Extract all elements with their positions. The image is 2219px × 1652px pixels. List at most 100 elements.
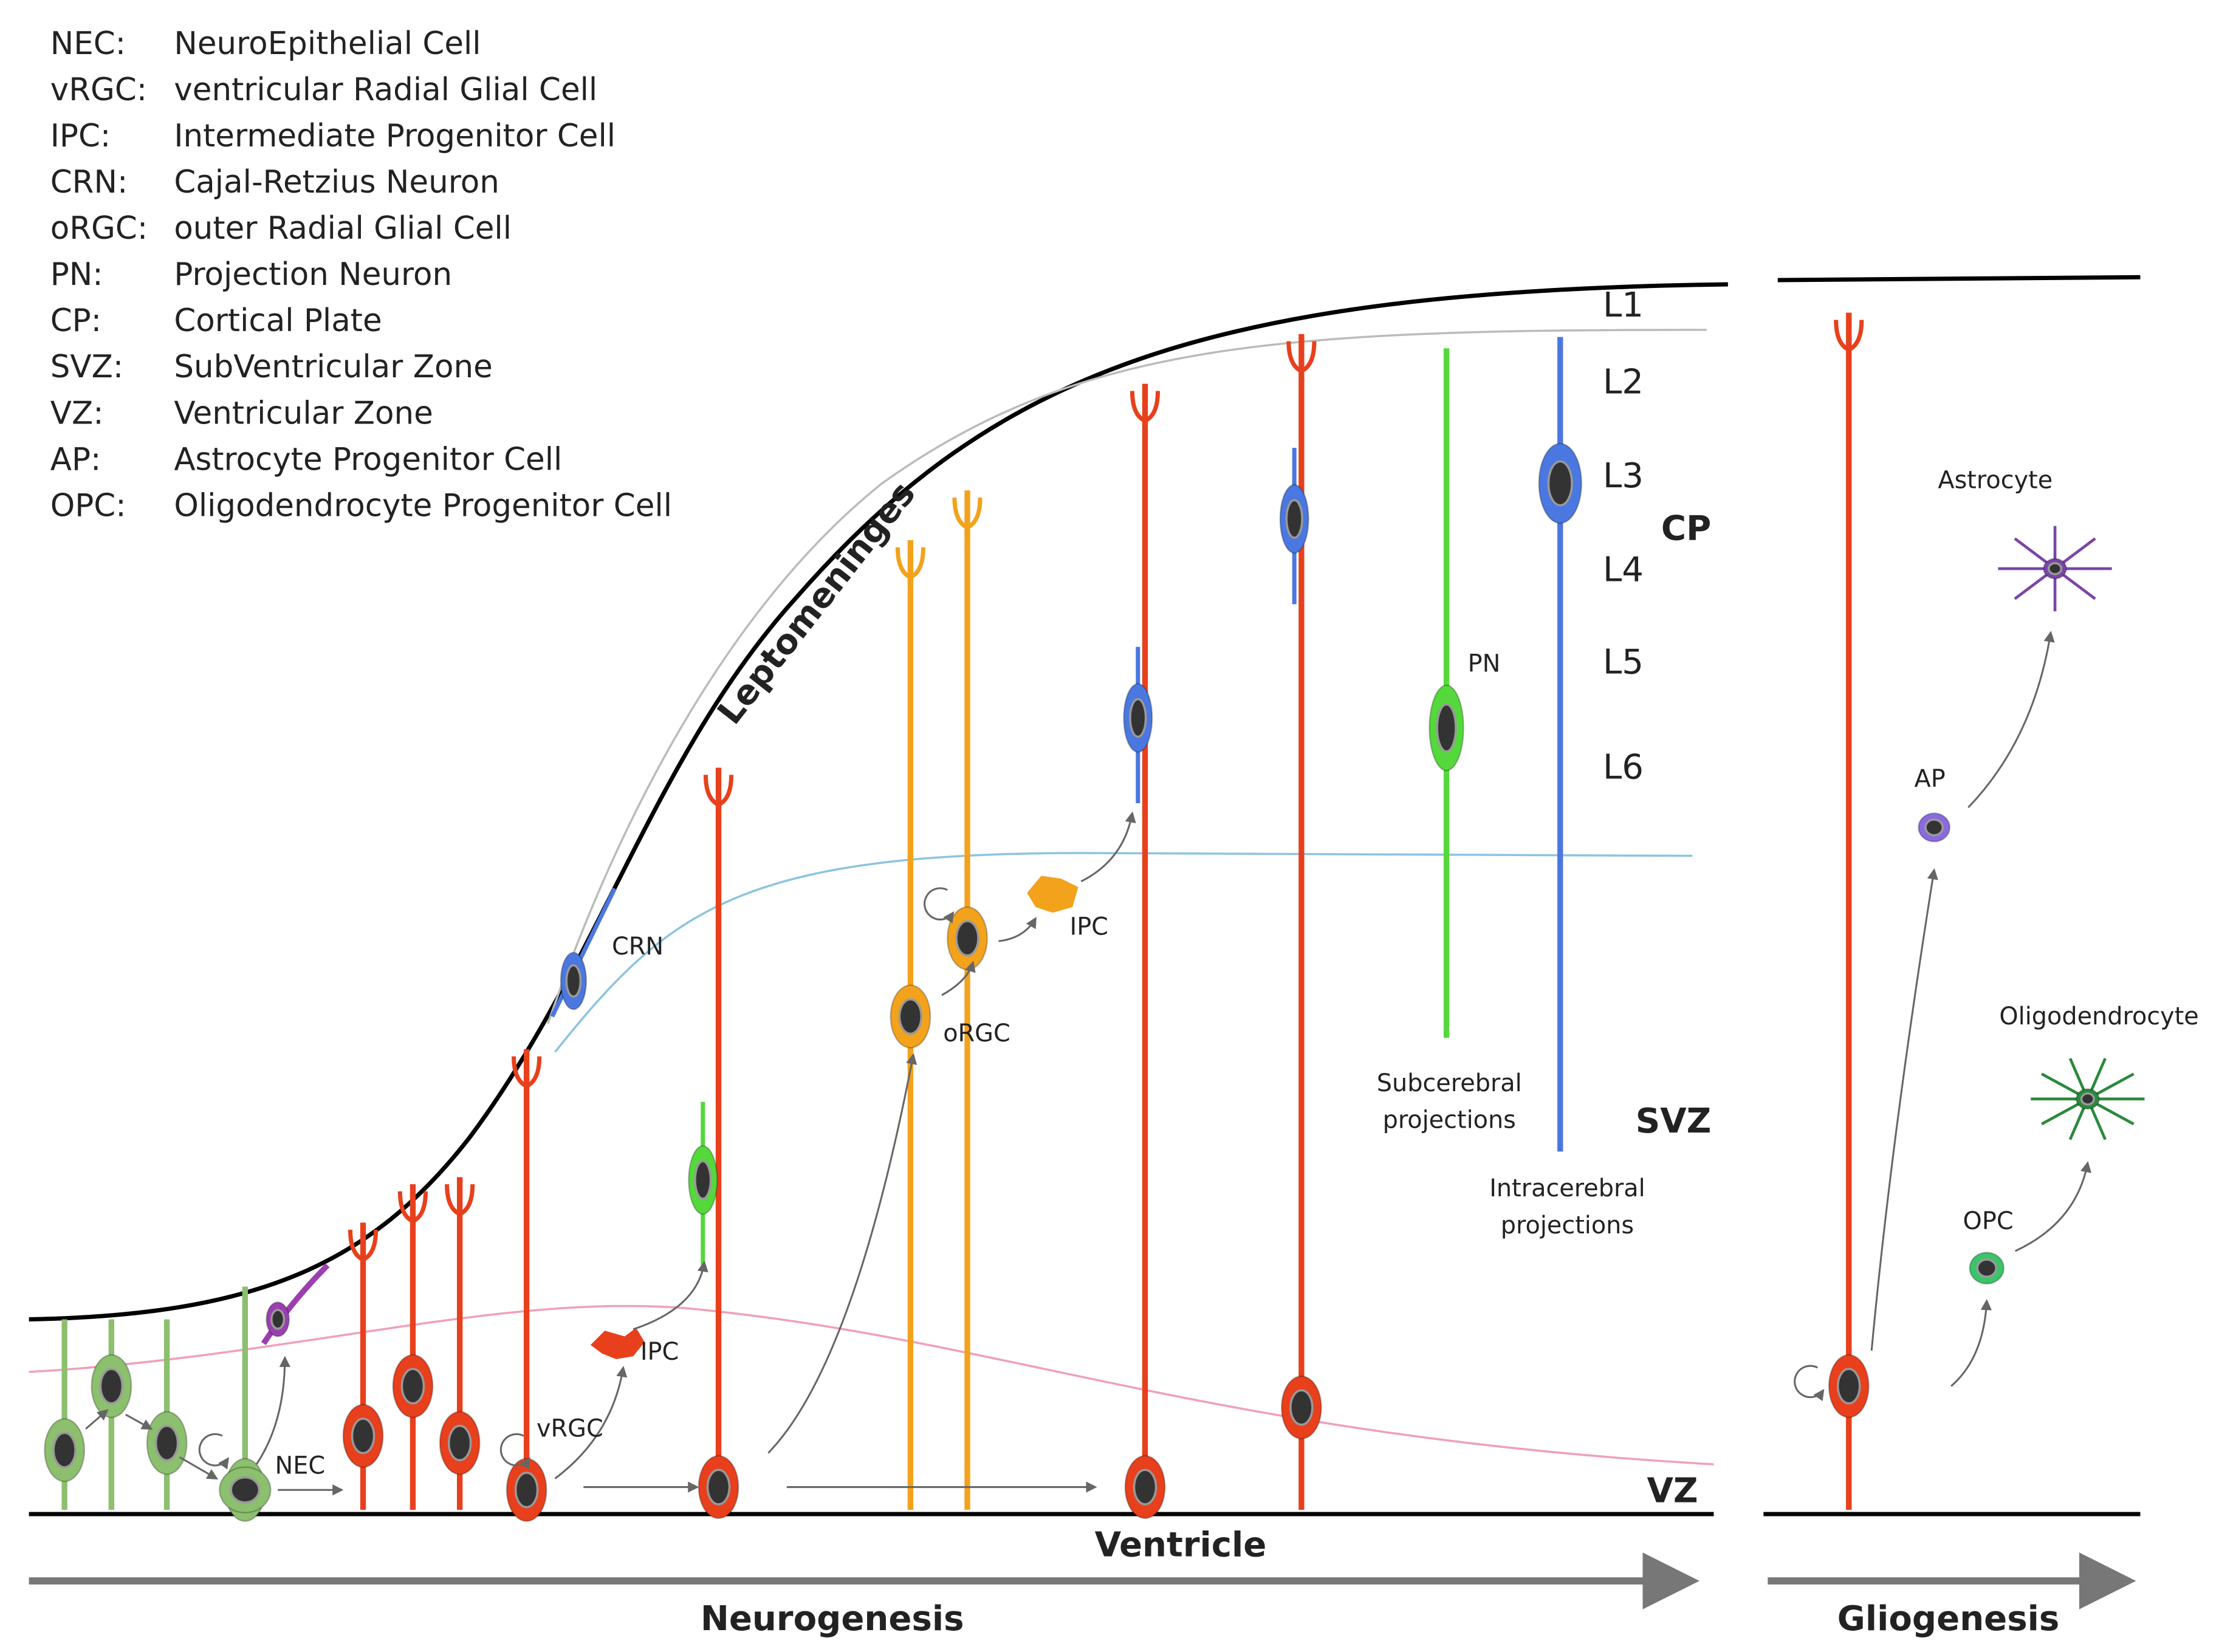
legend-abbr: OPC: bbox=[50, 487, 126, 524]
nucleus bbox=[514, 1472, 539, 1509]
ipc bbox=[1027, 876, 1079, 913]
cell-label: AP bbox=[1915, 765, 1946, 793]
lineage-arrow bbox=[125, 1413, 153, 1430]
legend-abbr: AP: bbox=[50, 441, 101, 478]
nucleus bbox=[1133, 1469, 1158, 1506]
nucleus bbox=[447, 1424, 472, 1462]
nucleus bbox=[270, 1309, 286, 1330]
zone-label: SVZ bbox=[1636, 1102, 1712, 1141]
legend-term: Intermediate Progenitor Cell bbox=[174, 118, 616, 154]
svz-boundary bbox=[554, 852, 1693, 1053]
nucleus bbox=[1285, 499, 1303, 539]
cell-label: IPC bbox=[1069, 913, 1108, 941]
self-renewal-arrow bbox=[924, 887, 955, 924]
endfoot bbox=[445, 1177, 475, 1217]
lineage-arrow bbox=[941, 961, 976, 996]
nucleus bbox=[351, 1417, 376, 1455]
cell-label: CRN bbox=[612, 933, 664, 961]
legend-term: Astrocyte Progenitor Cell bbox=[174, 441, 562, 478]
nucleus bbox=[2048, 562, 2063, 575]
nucleus bbox=[52, 1431, 77, 1469]
nucleus bbox=[565, 964, 582, 998]
lineage-arrow bbox=[85, 1409, 109, 1430]
nucleus bbox=[1129, 698, 1147, 738]
cell-label: projections bbox=[1383, 1106, 1516, 1134]
nucleus bbox=[1547, 460, 1573, 507]
legend-abbr: CP: bbox=[50, 303, 101, 339]
legend-abbr: CRN: bbox=[50, 164, 128, 201]
ipc bbox=[590, 1328, 645, 1359]
nucleus bbox=[1289, 1389, 1314, 1426]
legend-term: Cajal-Retzius Neuron bbox=[174, 164, 499, 201]
nucleus bbox=[694, 1160, 712, 1200]
legend-abbr: VZ: bbox=[50, 395, 104, 431]
lineage-arrow bbox=[1080, 811, 1136, 883]
zone-label: CP bbox=[1661, 509, 1711, 548]
cell-label: vRGC bbox=[537, 1414, 603, 1442]
endfoot bbox=[1130, 383, 1161, 423]
layer-label: L1 bbox=[1603, 286, 1644, 325]
nucleus bbox=[2080, 1092, 2095, 1106]
legend-term: ventricular Radial Glial Cell bbox=[174, 72, 597, 108]
labels: Leptomeninges Ventricle CP SVZ VZ Neurog… bbox=[50, 26, 2199, 1639]
nucleus bbox=[1976, 1258, 1997, 1278]
region-label: Ventricle bbox=[1095, 1525, 1267, 1565]
pial-surface-glio bbox=[1777, 275, 2141, 283]
legend-term: NeuroEpithelial Cell bbox=[174, 26, 481, 62]
self-renewal-arrow bbox=[198, 1433, 229, 1470]
endfoot bbox=[895, 540, 925, 580]
legend-term: Ventricular Zone bbox=[174, 395, 433, 431]
self-renewal-arrow bbox=[1794, 1365, 1825, 1402]
layer-label: L5 bbox=[1603, 642, 1644, 682]
lineage-arrow bbox=[1870, 868, 1938, 1351]
legend-term: Cortical Plate bbox=[174, 303, 382, 339]
zone-label: VZ bbox=[1647, 1472, 1698, 1511]
nucleus bbox=[706, 1469, 731, 1506]
nucleus bbox=[898, 998, 923, 1035]
legend-abbr: oRGC: bbox=[50, 210, 148, 247]
cell-label: Intracerebral bbox=[1489, 1174, 1645, 1202]
endfoot bbox=[512, 1049, 542, 1089]
lineage-arrow bbox=[633, 1260, 708, 1331]
legend-abbr: vRGC: bbox=[50, 72, 147, 108]
phase-label: Neurogenesis bbox=[701, 1599, 964, 1639]
phase-label: Gliogenesis bbox=[1837, 1599, 2060, 1639]
legend-term: SubVentricular Zone bbox=[174, 349, 492, 385]
endfoot bbox=[703, 767, 734, 807]
cell-label: Astrocyte bbox=[1938, 467, 2053, 495]
pial-surface bbox=[29, 282, 1728, 1321]
layer-label: L6 bbox=[1603, 748, 1644, 787]
nucleus bbox=[230, 1476, 261, 1504]
legend-term: outer Radial Glial Cell bbox=[174, 210, 512, 247]
lineage-arrow bbox=[767, 1053, 917, 1454]
self-renewal-arrow bbox=[499, 1433, 531, 1470]
region-label: Leptomeninges bbox=[710, 475, 924, 732]
lineage-arrow bbox=[998, 916, 1037, 942]
legend-abbr: PN: bbox=[50, 256, 103, 293]
cell-label: OPC bbox=[1963, 1207, 2014, 1235]
lineage-arrow bbox=[1967, 631, 2055, 809]
nucleus bbox=[955, 920, 979, 957]
cell-label: IPC bbox=[640, 1338, 679, 1366]
layer-label: L4 bbox=[1603, 550, 1644, 589]
endfoot bbox=[952, 490, 983, 530]
cell-label: projections bbox=[1501, 1212, 1634, 1239]
layer-label: L2 bbox=[1603, 362, 1644, 402]
lineage-arrow bbox=[255, 1356, 290, 1465]
endfoot bbox=[1834, 312, 1864, 352]
nucleus bbox=[1924, 818, 1944, 837]
legend-abbr: SVZ: bbox=[50, 349, 123, 385]
cell-label: oRGC bbox=[943, 1020, 1010, 1047]
lineage-arrow bbox=[179, 1456, 219, 1480]
layer1-boundary bbox=[547, 329, 1707, 1024]
nucleus bbox=[99, 1368, 124, 1405]
endfoot bbox=[348, 1222, 379, 1263]
cells bbox=[44, 312, 2145, 1522]
legend-term: Oligodendrocyte Progenitor Cell bbox=[174, 487, 672, 524]
endfoot bbox=[1286, 334, 1317, 374]
cell-label: NEC bbox=[275, 1451, 325, 1479]
lineage-arrow bbox=[2014, 1161, 2091, 1252]
endfoot bbox=[397, 1184, 428, 1224]
